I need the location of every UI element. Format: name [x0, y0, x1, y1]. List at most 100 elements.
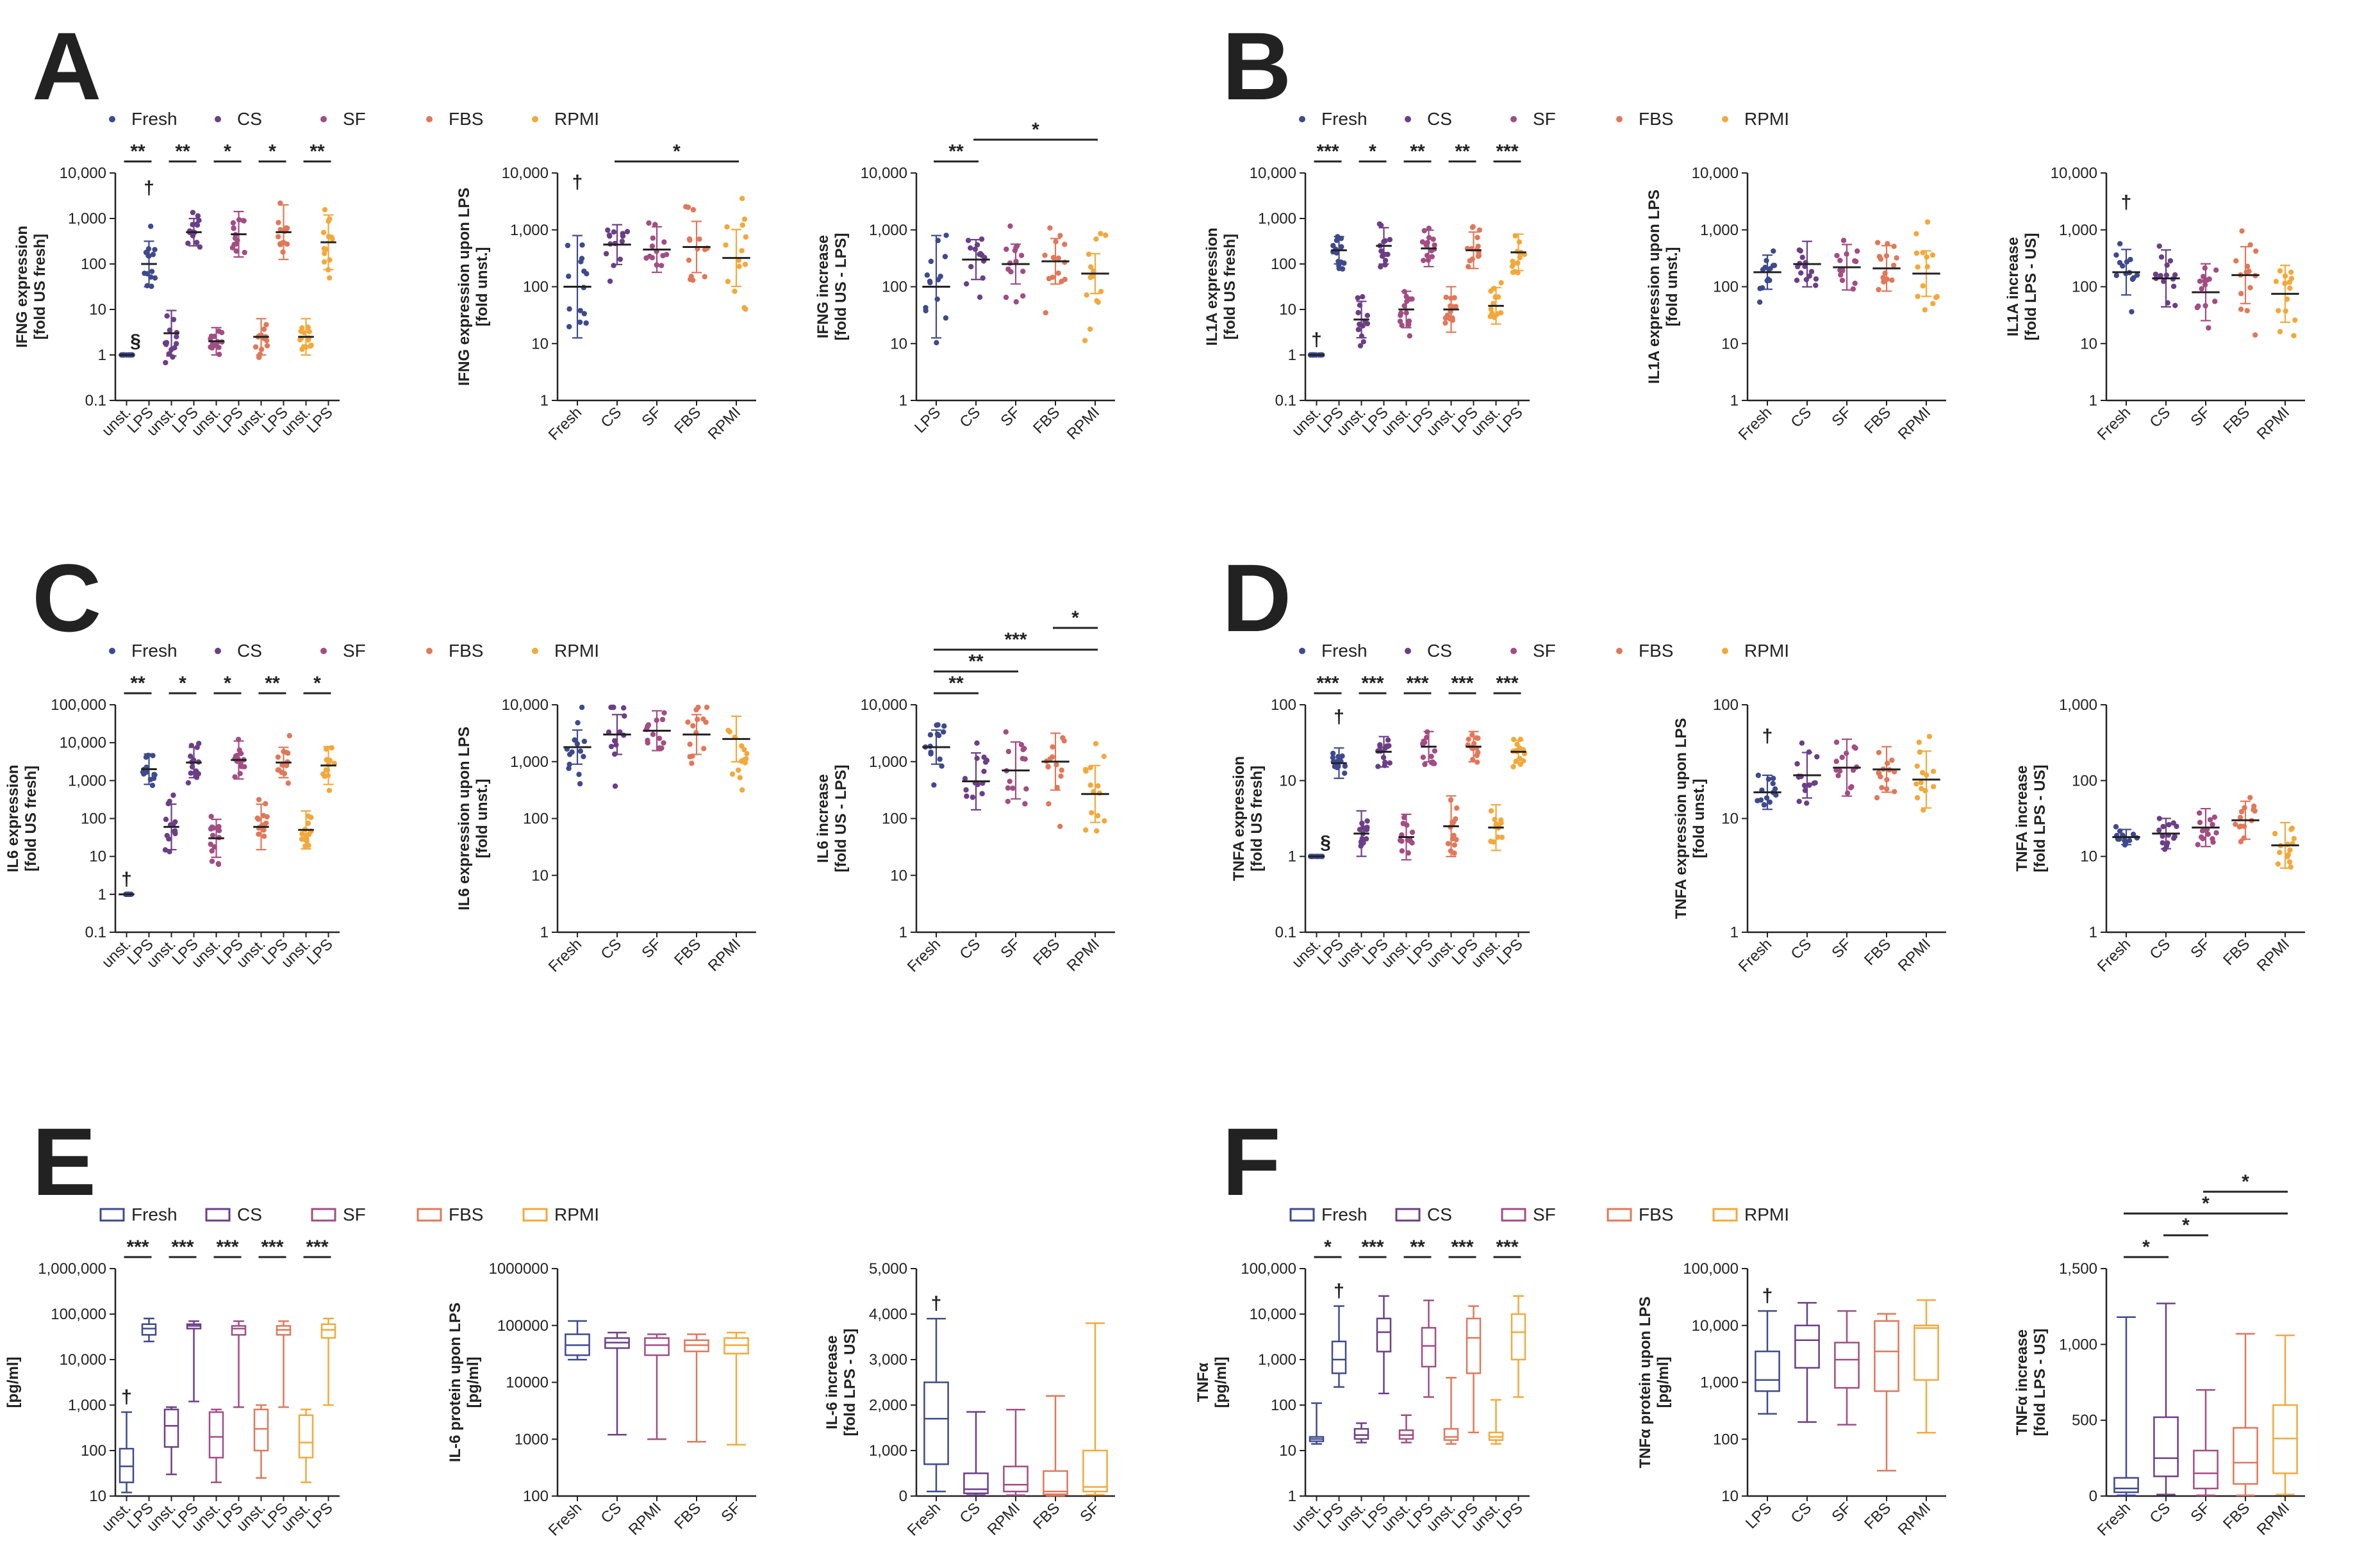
data-point — [1799, 254, 1805, 260]
data-point — [2212, 299, 2218, 304]
data-point — [583, 320, 589, 326]
data-point — [242, 764, 247, 769]
data-point — [1101, 753, 1107, 759]
significance-label: *** — [1496, 673, 1518, 694]
data-point — [1813, 283, 1819, 288]
data-point — [150, 252, 156, 258]
y-tick-label: 1 — [1288, 1488, 1296, 1505]
x-tick-label: SF — [1828, 404, 1855, 430]
data-point — [737, 775, 743, 780]
data-point — [152, 275, 158, 281]
y-tick-label: 10 — [531, 335, 549, 352]
data-point — [190, 210, 196, 215]
legend-marker-Fresh — [1299, 116, 1305, 122]
data-point — [1475, 750, 1481, 755]
box — [208, 1411, 224, 1459]
panel-label-D: D — [1222, 544, 1291, 652]
y-axis-label-line: [fold US - LPS] — [832, 765, 850, 873]
data-point — [1851, 744, 1857, 750]
data-point — [965, 238, 971, 243]
data-point — [1432, 242, 1437, 248]
data-point — [1399, 838, 1405, 844]
data-point — [656, 736, 663, 741]
data-point — [2237, 814, 2244, 821]
data-point — [645, 723, 650, 730]
y-axis-label-line: IL6 increase — [814, 774, 832, 863]
box — [1043, 1470, 1068, 1495]
y-tick-label: 100 — [81, 256, 106, 273]
legend-label-Fresh: Fresh — [131, 109, 178, 129]
significance-label: * — [224, 673, 231, 694]
data-point — [650, 235, 656, 241]
y-tick-label: 1 — [2089, 392, 2097, 409]
data-point — [2161, 278, 2167, 284]
data-point — [739, 743, 745, 749]
data-point — [1050, 744, 1055, 750]
legend-label-SF: SF — [343, 641, 366, 661]
legend-label-SF: SF — [1533, 1205, 1556, 1224]
data-point — [1521, 758, 1526, 764]
data-point — [566, 766, 572, 771]
data-point — [2291, 333, 2297, 339]
chart-C-1: 0.1 1 10 100 1,000 10,000 100,000 IL6 expressio… — [4, 673, 340, 971]
data-point — [1022, 801, 1028, 807]
data-point — [740, 222, 745, 228]
annotation-mark: † — [1762, 726, 1773, 747]
data-point — [2198, 834, 2204, 840]
significance-label: * — [1324, 1237, 1332, 1258]
legend-label-Fresh: Fresh — [1321, 109, 1368, 129]
data-point — [2196, 810, 2202, 816]
data-point — [1342, 763, 1348, 769]
y-tick-label: 1,000 — [1258, 210, 1296, 227]
data-point — [321, 245, 327, 252]
data-point — [934, 296, 940, 302]
chart-D-3: 1 10 100 1,000 TNFA increase[fold LPS - US] F… — [2013, 696, 2305, 976]
legend-label-CS: CS — [237, 109, 262, 129]
data-point — [1454, 805, 1460, 811]
data-point — [2166, 821, 2172, 828]
legend-label-SF: SF — [343, 1205, 366, 1224]
y-tick-label: 100 — [1271, 256, 1296, 273]
box — [1510, 1313, 1526, 1361]
legend-marker-FBS — [426, 116, 433, 122]
chart-F-1: 1101001,00010,000100,000TNFα[pg/ml]unst.… — [1194, 1237, 1530, 1535]
data-point — [1062, 242, 1068, 247]
data-point — [2160, 823, 2166, 830]
data-point — [1803, 277, 1810, 283]
data-point — [1422, 761, 1428, 768]
data-point — [577, 781, 583, 787]
legend-marker-CS — [1395, 1208, 1421, 1222]
significance-label: *** — [306, 1237, 328, 1258]
legend-label-FBS: FBS — [449, 109, 483, 129]
data-point — [1385, 743, 1391, 750]
data-point — [928, 749, 934, 755]
x-tick-label: FBS — [2220, 1499, 2253, 1533]
data-point — [188, 770, 194, 776]
y-tick-label: 100 — [1713, 696, 1739, 714]
significance-label: ** — [1410, 141, 1425, 162]
box — [2233, 1427, 2258, 1485]
data-point — [650, 732, 656, 737]
data-point — [1453, 837, 1459, 843]
y-tick-label: 10 — [89, 848, 106, 866]
data-point — [1852, 258, 1858, 264]
data-point — [285, 780, 291, 786]
legend-label-RPMI: RPMI — [554, 109, 599, 129]
x-tick-label: Fresh — [2094, 935, 2134, 975]
y-axis-label-line: [fold US fresh] — [22, 766, 40, 871]
data-point — [2126, 837, 2133, 844]
y-tick-label: 1,000 — [2059, 222, 2097, 239]
y-tick-label: 100,000 — [51, 696, 106, 714]
annotation-mark: † — [1334, 707, 1344, 728]
data-point — [2286, 859, 2293, 865]
data-point — [2276, 850, 2283, 855]
data-point — [1049, 754, 1055, 760]
y-axis-label-line: IL-6 protein upon LPS — [447, 1303, 464, 1462]
data-point — [649, 243, 656, 249]
x-tick-label: LPS — [304, 404, 336, 436]
x-tick-label: SF — [997, 404, 1023, 430]
data-point — [619, 238, 625, 244]
significance-label: *** — [171, 1237, 194, 1258]
data-point — [1890, 262, 1897, 268]
data-point — [736, 263, 742, 269]
